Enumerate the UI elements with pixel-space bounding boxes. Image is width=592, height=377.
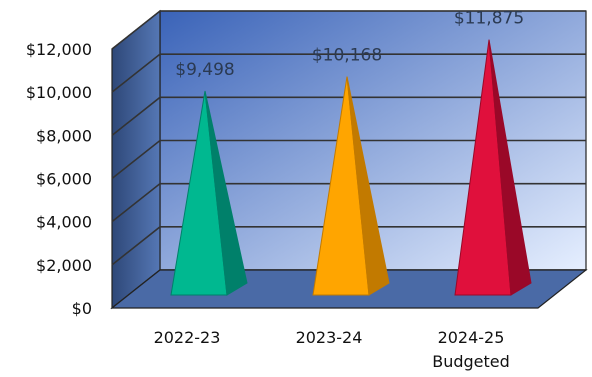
x-category-line: 2024-25 bbox=[438, 328, 505, 347]
x-category-line: Budgeted bbox=[432, 352, 510, 371]
x-category-label: 2023-24 bbox=[296, 328, 363, 347]
gridline bbox=[111, 53, 586, 93]
bars bbox=[170, 39, 532, 296]
x-axis-categories: 2022-23 2023-24 2024-25 Budgeted bbox=[154, 328, 510, 371]
data-label: $11,875 bbox=[454, 9, 524, 29]
gridline bbox=[111, 139, 586, 180]
pyramid-side-face bbox=[346, 76, 390, 296]
pyramid-bar bbox=[312, 76, 390, 296]
y-axis-ticks: $0 $2,000 $4,000 $6,000 $8,000 $10,000 $12,000 bbox=[26, 40, 92, 318]
data-label: $10,168 bbox=[312, 46, 382, 66]
x-category-label: 2024-25 Budgeted bbox=[432, 328, 510, 371]
y-tick-label: $6,000 bbox=[36, 170, 92, 189]
pyramid-side-face bbox=[204, 90, 248, 296]
data-label: $9,498 bbox=[175, 60, 234, 80]
x-category-line: 2022-23 bbox=[154, 328, 221, 347]
gridline bbox=[111, 10, 586, 50]
y-tick-label: $2,000 bbox=[36, 256, 92, 275]
data-labels: $9,498 $10,168 $11,875 bbox=[175, 9, 524, 80]
pyramid-bar bbox=[454, 39, 532, 296]
y-tick-label: $8,000 bbox=[36, 126, 92, 145]
pyramid-side-face bbox=[488, 39, 532, 296]
y-tick-label: $10,000 bbox=[26, 83, 92, 102]
x-category-line: 2023-24 bbox=[296, 328, 363, 347]
y-tick-label: $12,000 bbox=[26, 40, 92, 59]
gridline bbox=[111, 182, 586, 223]
gridline bbox=[111, 96, 586, 136]
x-category-label: 2022-23 bbox=[154, 328, 221, 347]
y-tick-label: $0 bbox=[72, 299, 92, 318]
pyramid-bar bbox=[170, 90, 248, 296]
y-tick-label: $4,000 bbox=[36, 213, 92, 232]
gridline bbox=[111, 226, 586, 266]
